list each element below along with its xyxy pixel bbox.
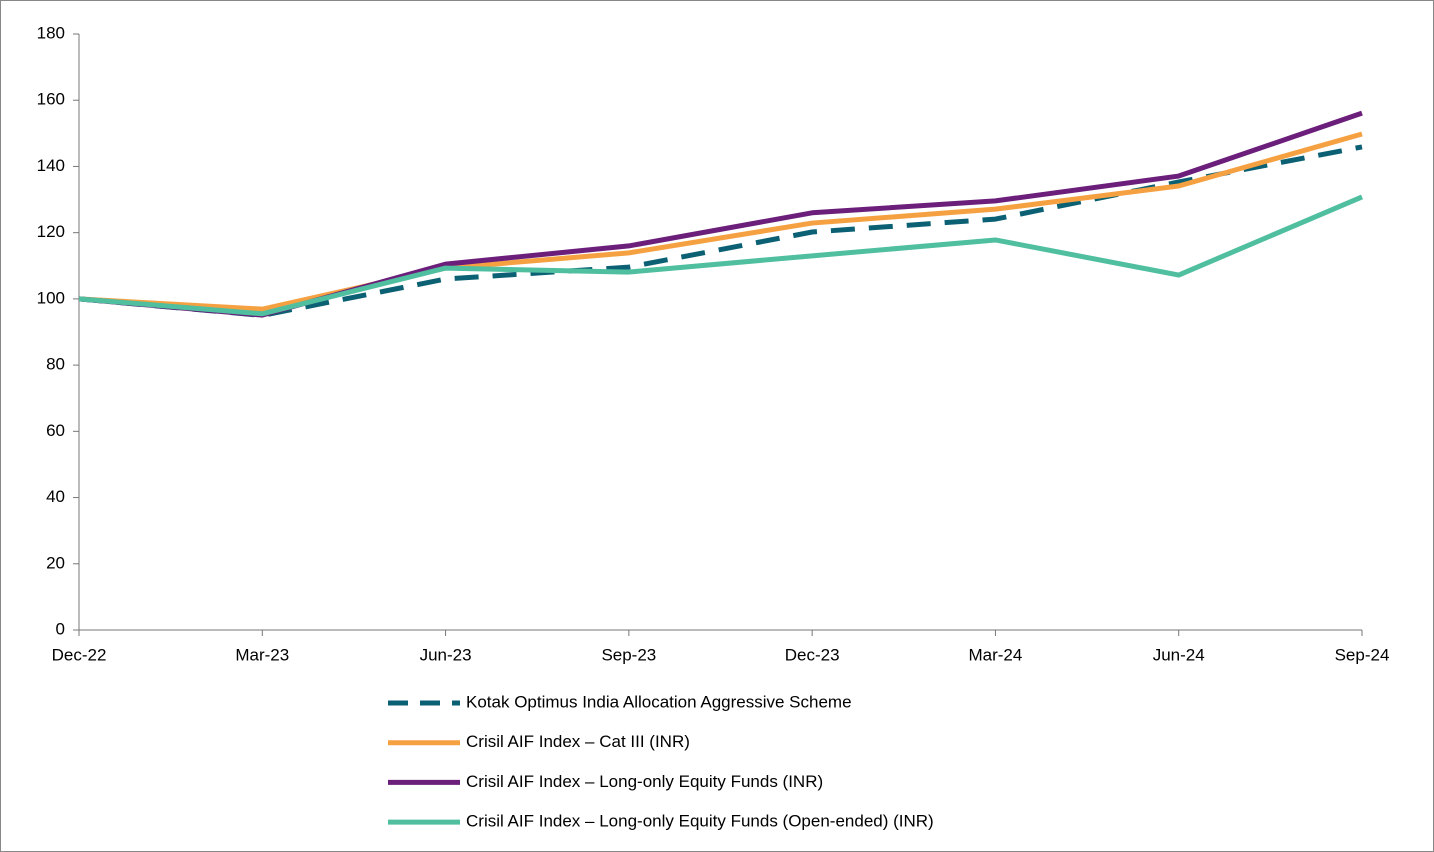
y-tick-label: 100 bbox=[37, 288, 65, 307]
legend-label: Crisil AIF Index – Long-only Equity Fund… bbox=[466, 772, 823, 791]
x-tick-label: Dec-22 bbox=[52, 645, 107, 664]
y-tick-label: 0 bbox=[56, 619, 65, 638]
legend-label: Crisil AIF Index – Cat III (INR) bbox=[466, 732, 690, 751]
y-tick-label: 140 bbox=[37, 156, 65, 175]
series-line bbox=[78, 131, 1363, 312]
x-tick-label: Sep-23 bbox=[601, 645, 656, 664]
y-tick-label: 80 bbox=[46, 355, 65, 374]
y-tick-label: 20 bbox=[46, 553, 65, 572]
x-tick-label: Mar-24 bbox=[968, 645, 1022, 664]
x-tick-label: Mar-23 bbox=[235, 645, 289, 664]
x-tick-label: Sep-24 bbox=[1335, 645, 1390, 664]
legend-label: Crisil AIF Index – Long-only Equity Fund… bbox=[466, 812, 934, 831]
x-tick-label: Jun-24 bbox=[1153, 645, 1205, 664]
y-tick-label: 120 bbox=[37, 222, 65, 241]
y-tick-label: 180 bbox=[37, 23, 65, 42]
series-line bbox=[78, 194, 1363, 317]
x-tick-label: Jun-23 bbox=[420, 645, 472, 664]
x-tick-label: Dec-23 bbox=[785, 645, 840, 664]
y-tick-label: 40 bbox=[46, 487, 65, 506]
legend-label: Kotak Optimus India Allocation Aggressiv… bbox=[466, 692, 852, 711]
y-tick-label: 160 bbox=[37, 90, 65, 109]
y-tick-label: 60 bbox=[46, 421, 65, 440]
